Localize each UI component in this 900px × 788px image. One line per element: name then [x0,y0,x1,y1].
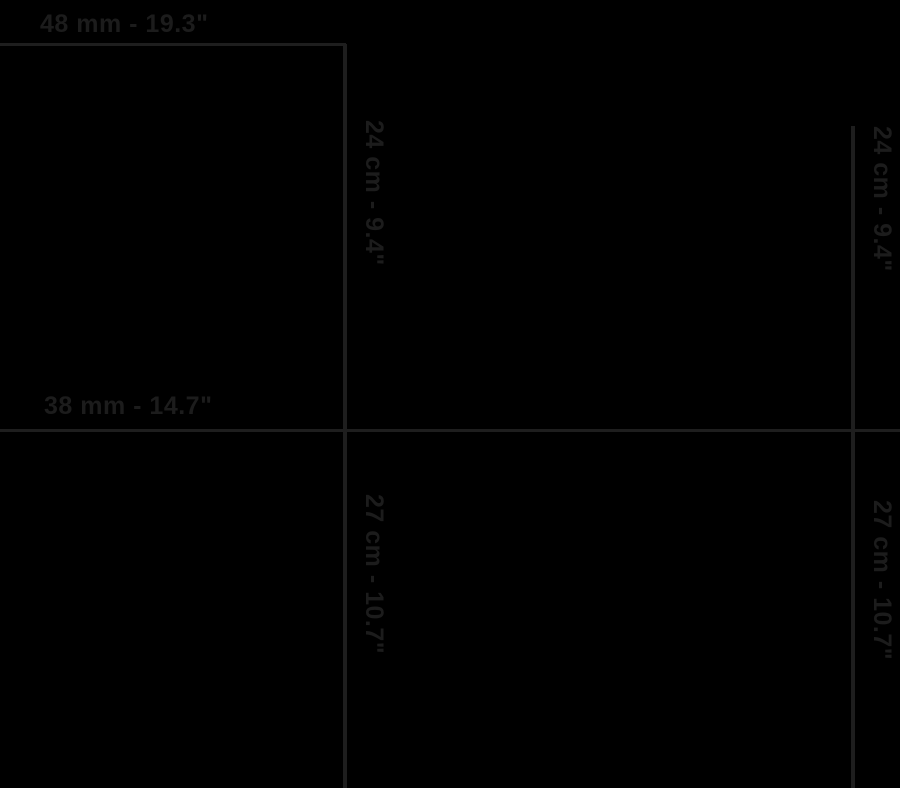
dimension-label-top-horizontal: 48 mm - 19.3" [40,10,209,38]
dimension-label-left-vertical-lower: 27 cm - 10.7" [360,494,388,655]
dimension-label-right-vertical-upper: 24 cm - 9.4" [868,126,896,272]
dimension-label-right-vertical-lower: 27 cm - 10.7" [868,500,896,661]
vertical-rule-right [851,126,855,788]
horizontal-rule-top [0,43,346,46]
vertical-rule-left [343,44,347,788]
dimension-label-middle-horizontal: 38 mm - 14.7" [44,392,213,420]
dimension-label-left-vertical-upper: 24 cm - 9.4" [360,120,388,266]
horizontal-rule-middle [0,429,900,432]
